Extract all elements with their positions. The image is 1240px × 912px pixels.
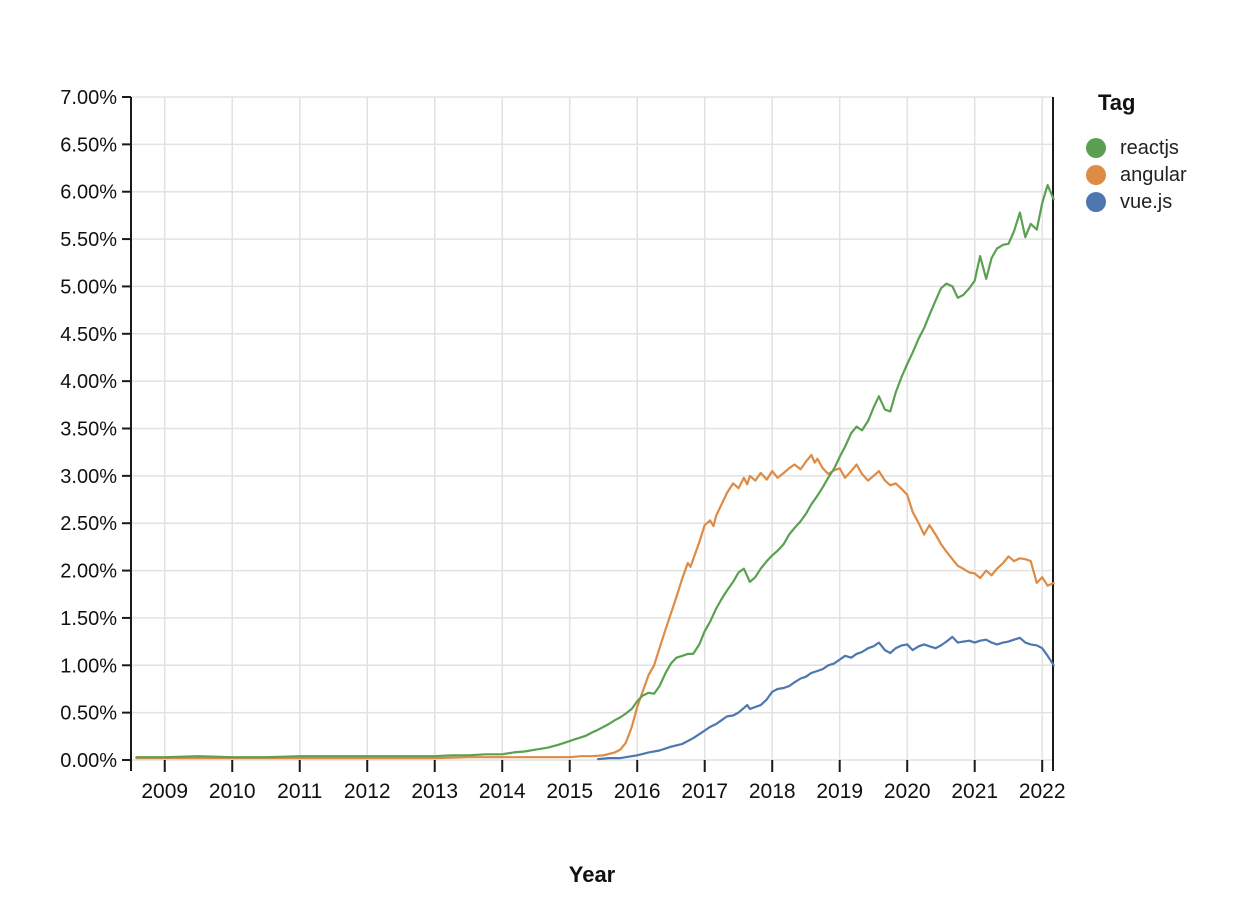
x-axis-title: Year xyxy=(568,862,616,887)
y-tick-label: 0.50% xyxy=(60,703,117,725)
y-tick-label: 6.50% xyxy=(60,134,117,156)
x-tick-label: 2020 xyxy=(884,780,931,803)
x-tick-label: 2014 xyxy=(479,780,526,803)
y-tick-label: 3.50% xyxy=(60,419,117,441)
chart-legend: Tag reactjs angular vue.js xyxy=(1086,90,1236,215)
x-tick-label: 2018 xyxy=(749,780,796,803)
series-line-vuejs xyxy=(596,635,1055,761)
y-tick-label: 3.00% xyxy=(60,466,117,488)
x-tick-label: 2009 xyxy=(141,780,188,803)
x-tick-label: 2010 xyxy=(209,780,256,803)
y-tick-label: 7.00% xyxy=(60,87,117,109)
y-tick-label: 5.50% xyxy=(60,229,117,251)
angular-swatch-icon xyxy=(1086,164,1106,185)
legend-label-vuejs: vue.js xyxy=(1120,190,1173,213)
x-tick-label: 2013 xyxy=(411,780,458,803)
x-tick-label: 2021 xyxy=(951,780,998,803)
y-tick-label: 5.00% xyxy=(60,276,117,298)
y-tick-label: 1.00% xyxy=(60,655,117,677)
y-tick-label: 4.50% xyxy=(60,324,117,346)
y-tick-label: 1.50% xyxy=(60,608,117,630)
legend-label-angular: angular xyxy=(1120,163,1187,186)
legend-title: Tag xyxy=(1098,90,1136,115)
legend-item-reactjs: reactjs xyxy=(1086,134,1236,161)
x-tick-label: 2012 xyxy=(344,780,391,803)
reactjs-swatch-icon xyxy=(1086,137,1106,158)
legend-item-vuejs: vue.js xyxy=(1086,188,1236,215)
x-tick-label: 2011 xyxy=(277,780,322,803)
y-tick-label: 2.00% xyxy=(60,561,117,583)
y-tick-label: 4.00% xyxy=(60,371,117,393)
y-tick-label: 2.50% xyxy=(60,513,117,535)
x-tick-label: 2015 xyxy=(546,780,593,803)
x-tick-label: 2022 xyxy=(1019,780,1066,803)
series-line-angular xyxy=(135,453,1055,760)
y-tick-label: 0.00% xyxy=(60,750,117,772)
x-tick-label: 2017 xyxy=(681,780,728,803)
x-tick-label: 2016 xyxy=(614,780,661,803)
x-tick-label: 2019 xyxy=(816,780,863,803)
legend-label-reactjs: reactjs xyxy=(1120,136,1179,159)
y-tick-label: 6.00% xyxy=(60,182,117,204)
vuejs-swatch-icon xyxy=(1086,191,1106,212)
series-line-reactjs xyxy=(135,184,1055,759)
legend-item-angular: angular xyxy=(1086,161,1236,188)
